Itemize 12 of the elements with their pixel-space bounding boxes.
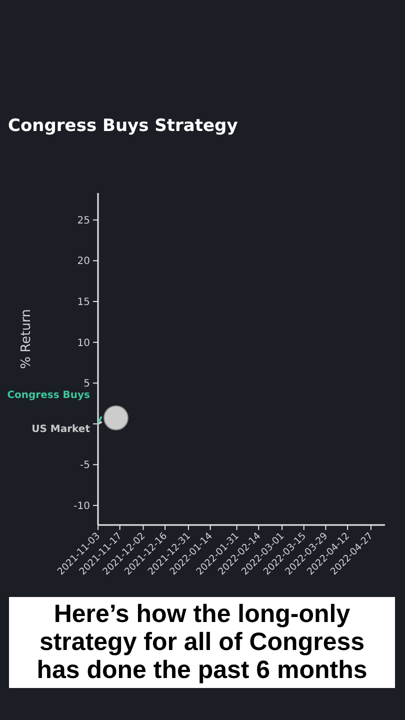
text: Here’s how the long-only strategy for all of Congress has done the past 6 months [36, 600, 368, 684]
y-tick-label: -5 [80, 460, 90, 472]
y-tick-label: 10 [77, 338, 90, 349]
series-label: Congress Buys [7, 390, 90, 401]
chart-title: Congress Buys Strategy [8, 116, 238, 136]
y-axis-title: % Return [19, 309, 34, 369]
y-tick-label: 25 [77, 215, 90, 226]
y-tick-label: 5 [84, 378, 90, 390]
series-label: US Market [32, 424, 90, 435]
y-tick-label: 20 [77, 256, 90, 268]
y-tick-label: -10 [74, 500, 90, 512]
y-tick-label: 15 [77, 296, 90, 308]
